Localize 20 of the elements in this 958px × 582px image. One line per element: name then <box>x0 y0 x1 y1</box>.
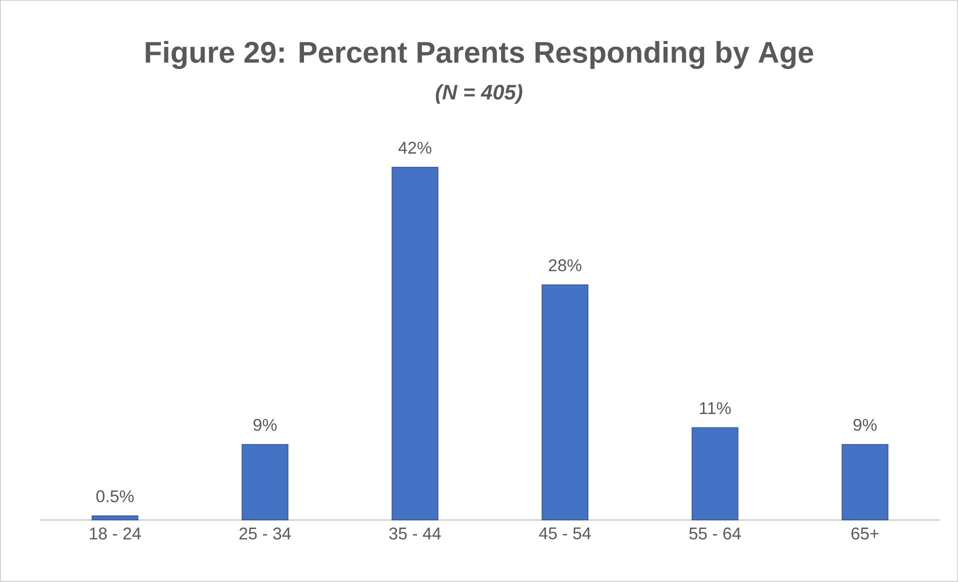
data-label: 28% <box>548 259 582 272</box>
x-tick-label: 25 - 34 <box>240 528 291 540</box>
bar <box>842 444 888 520</box>
x-tick-label: 65+ <box>852 528 879 540</box>
bar <box>92 515 138 520</box>
data-label: 11% <box>700 402 731 414</box>
bar <box>242 444 288 520</box>
bar <box>542 284 588 520</box>
data-label: 0.5% <box>96 490 134 502</box>
x-tick-label: 55 - 64 <box>689 528 741 540</box>
data-label: 9% <box>854 418 877 431</box>
x-tick-label: 45 - 54 <box>539 528 591 540</box>
data-label: 9% <box>254 418 277 431</box>
chart-subtitle: (N = 405) <box>436 84 522 104</box>
x-tick-label: 35 - 44 <box>389 528 441 540</box>
chart-title: Figure 29: Percent Parents Responding by Age <box>146 40 814 69</box>
x-tick-label: 18 - 24 <box>90 528 141 540</box>
bar <box>392 166 438 520</box>
data-label: 42% <box>398 142 432 154</box>
bar <box>692 427 738 520</box>
